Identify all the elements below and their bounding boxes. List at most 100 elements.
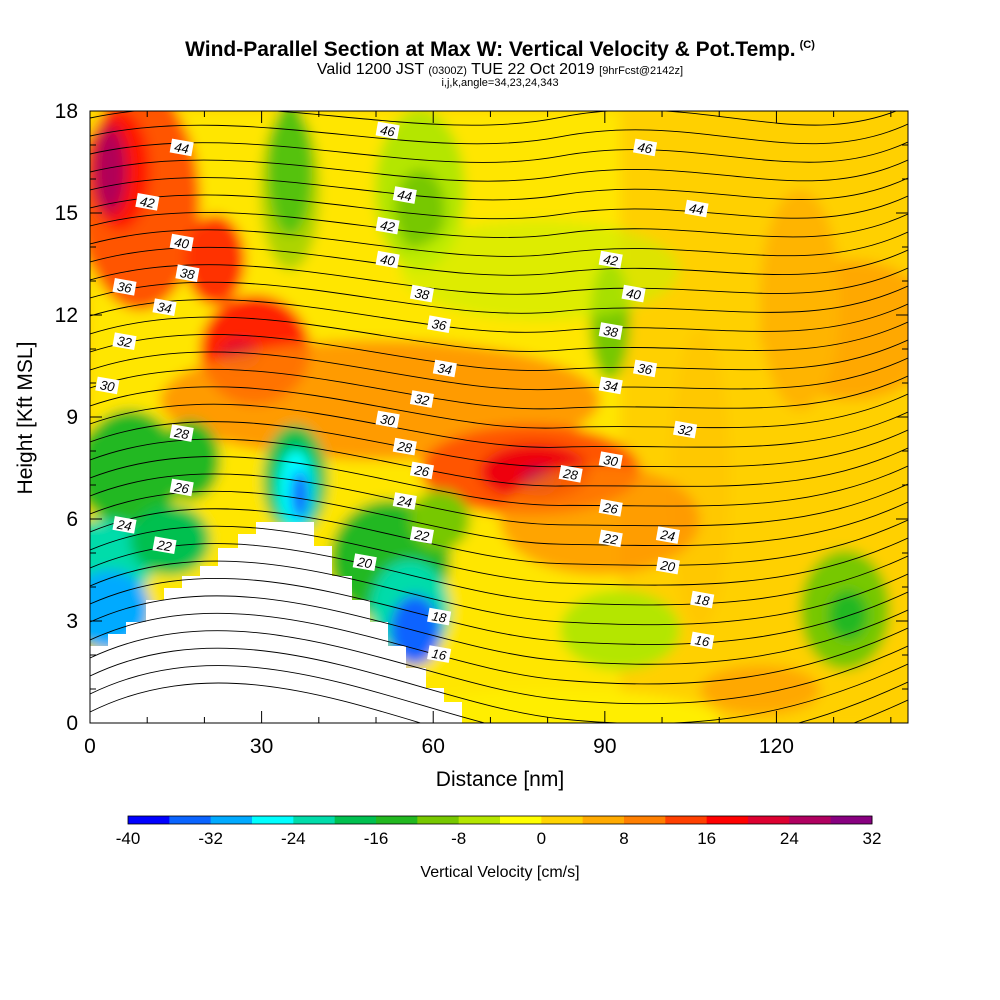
colorbar-swatch	[376, 816, 418, 824]
y-tick-label: 6	[66, 508, 78, 531]
colorbar-swatch	[169, 816, 212, 824]
contour-label-text: 44	[688, 200, 705, 217]
theta-contour	[90, 194, 908, 220]
contour-label-box	[392, 186, 417, 204]
contour-label-box	[375, 410, 400, 429]
contour-label-text: 42	[379, 217, 397, 234]
contour-label-text: 36	[116, 279, 134, 296]
theta-contour	[90, 229, 908, 257]
chart-title: Wind-Parallel Section at Max W: Vertical…	[0, 38, 1000, 62]
contour-label-text: 22	[601, 530, 620, 548]
contour-label-box	[169, 233, 194, 252]
contour-label-text: 24	[115, 516, 133, 533]
contour-label: 22	[598, 529, 623, 548]
chart-subtitle: Valid 1200 JST (0300Z) TUE 22 Oct 2019 […	[0, 62, 1000, 79]
contour-label: 24	[392, 492, 417, 510]
colorbar-swatch	[334, 816, 377, 824]
colorbar-tick-label: 0	[537, 829, 546, 848]
contour-label-box	[112, 278, 137, 296]
contour-label: 46	[632, 138, 658, 157]
contour-label-box	[598, 250, 623, 269]
contour-label-text: 24	[395, 493, 413, 510]
contour-label-box	[409, 284, 434, 303]
copyright-mark: (C)	[799, 39, 815, 51]
contour-label-box	[621, 284, 646, 303]
colorbar-tick-label: 24	[780, 829, 799, 848]
theta-contour	[90, 612, 908, 685]
contour-label-box	[684, 199, 709, 218]
colorbar-tick-label: -16	[364, 829, 389, 848]
contour-label-box	[690, 631, 715, 650]
contour-label-text: 26	[172, 479, 191, 497]
contour-label-text: 20	[355, 554, 374, 572]
valid-date: TUE 22 Oct 2019	[471, 61, 595, 78]
potential-temperature-contours	[90, 111, 908, 723]
theta-contour	[90, 246, 908, 276]
contour-label-text: 30	[602, 452, 620, 469]
contour-label: 22	[409, 526, 434, 544]
contour-label-text: 26	[601, 499, 620, 517]
contour-label: 38	[175, 264, 200, 282]
contour-label: 28	[558, 465, 583, 483]
contour-label-box	[352, 553, 377, 572]
contour-label-box	[169, 424, 194, 442]
colorbar-swatch	[582, 816, 625, 824]
theta-contour	[90, 281, 908, 314]
contour-label-box	[427, 645, 452, 663]
contour-label: 24	[655, 526, 680, 544]
colorbar-swatch	[789, 816, 832, 824]
contour-label: 44	[392, 186, 417, 204]
contour-label-box	[112, 332, 137, 351]
contour-label-box	[598, 376, 623, 395]
theta-contour	[90, 595, 908, 665]
colorbar-tick-label: -40	[116, 829, 141, 848]
x-tick-label: 0	[84, 735, 96, 758]
contour-label-box	[558, 465, 583, 483]
colorbar-swatch	[624, 816, 666, 824]
theta-contour	[90, 159, 908, 182]
contour-label: 36	[112, 278, 137, 296]
terrain-mask	[90, 522, 462, 723]
contour-label: 40	[621, 284, 646, 303]
theta-contour	[90, 560, 908, 626]
contour-label: 26	[169, 478, 194, 497]
contour-label-text: 46	[637, 139, 655, 156]
theta-contour	[90, 665, 908, 723]
y-tick-label: 9	[66, 406, 78, 429]
theta-contour	[90, 316, 908, 352]
contour-label-box	[95, 376, 120, 395]
theta-contour	[90, 299, 908, 333]
x-tick-label: 120	[759, 735, 794, 758]
contour-label-box	[598, 451, 623, 470]
contour-label-text: 44	[396, 187, 413, 204]
contour-label-text: 32	[413, 391, 431, 408]
contour-label-box	[427, 315, 452, 334]
colorbar-swatch	[210, 816, 253, 824]
contour-label: 32	[673, 420, 698, 439]
section-indices: i,j,k,angle=34,23,24,343	[441, 77, 559, 89]
colorbar-tick-label: -8	[451, 829, 466, 848]
contour-label-box	[392, 492, 417, 510]
contour-label-text: 36	[637, 360, 655, 377]
colorbar-tick-label: -24	[281, 829, 306, 848]
contour-label-text: 36	[431, 316, 449, 333]
contour-label-text: 30	[379, 411, 397, 428]
colorbar-swatch	[458, 816, 501, 824]
y-tick-label: 0	[66, 712, 78, 735]
contour-label-text: 28	[172, 425, 191, 443]
y-tick-label: 18	[55, 100, 78, 123]
contour-label: 42	[135, 193, 160, 211]
contour-label-text: 32	[116, 333, 134, 350]
contour-label: 18	[427, 607, 452, 626]
theta-contour	[90, 543, 908, 606]
contour-label-text: 28	[395, 438, 414, 456]
contour-label-text: 34	[602, 377, 619, 394]
chart-title-text: Wind-Parallel Section at Max W: Vertical…	[185, 38, 796, 61]
contour-label: 32	[409, 390, 434, 408]
contour-label-box	[409, 390, 434, 408]
contour-label-text: 34	[436, 360, 453, 377]
contour-label: 20	[655, 556, 680, 575]
contour-label: 16	[427, 645, 452, 663]
contour-label-text: 20	[658, 557, 677, 575]
